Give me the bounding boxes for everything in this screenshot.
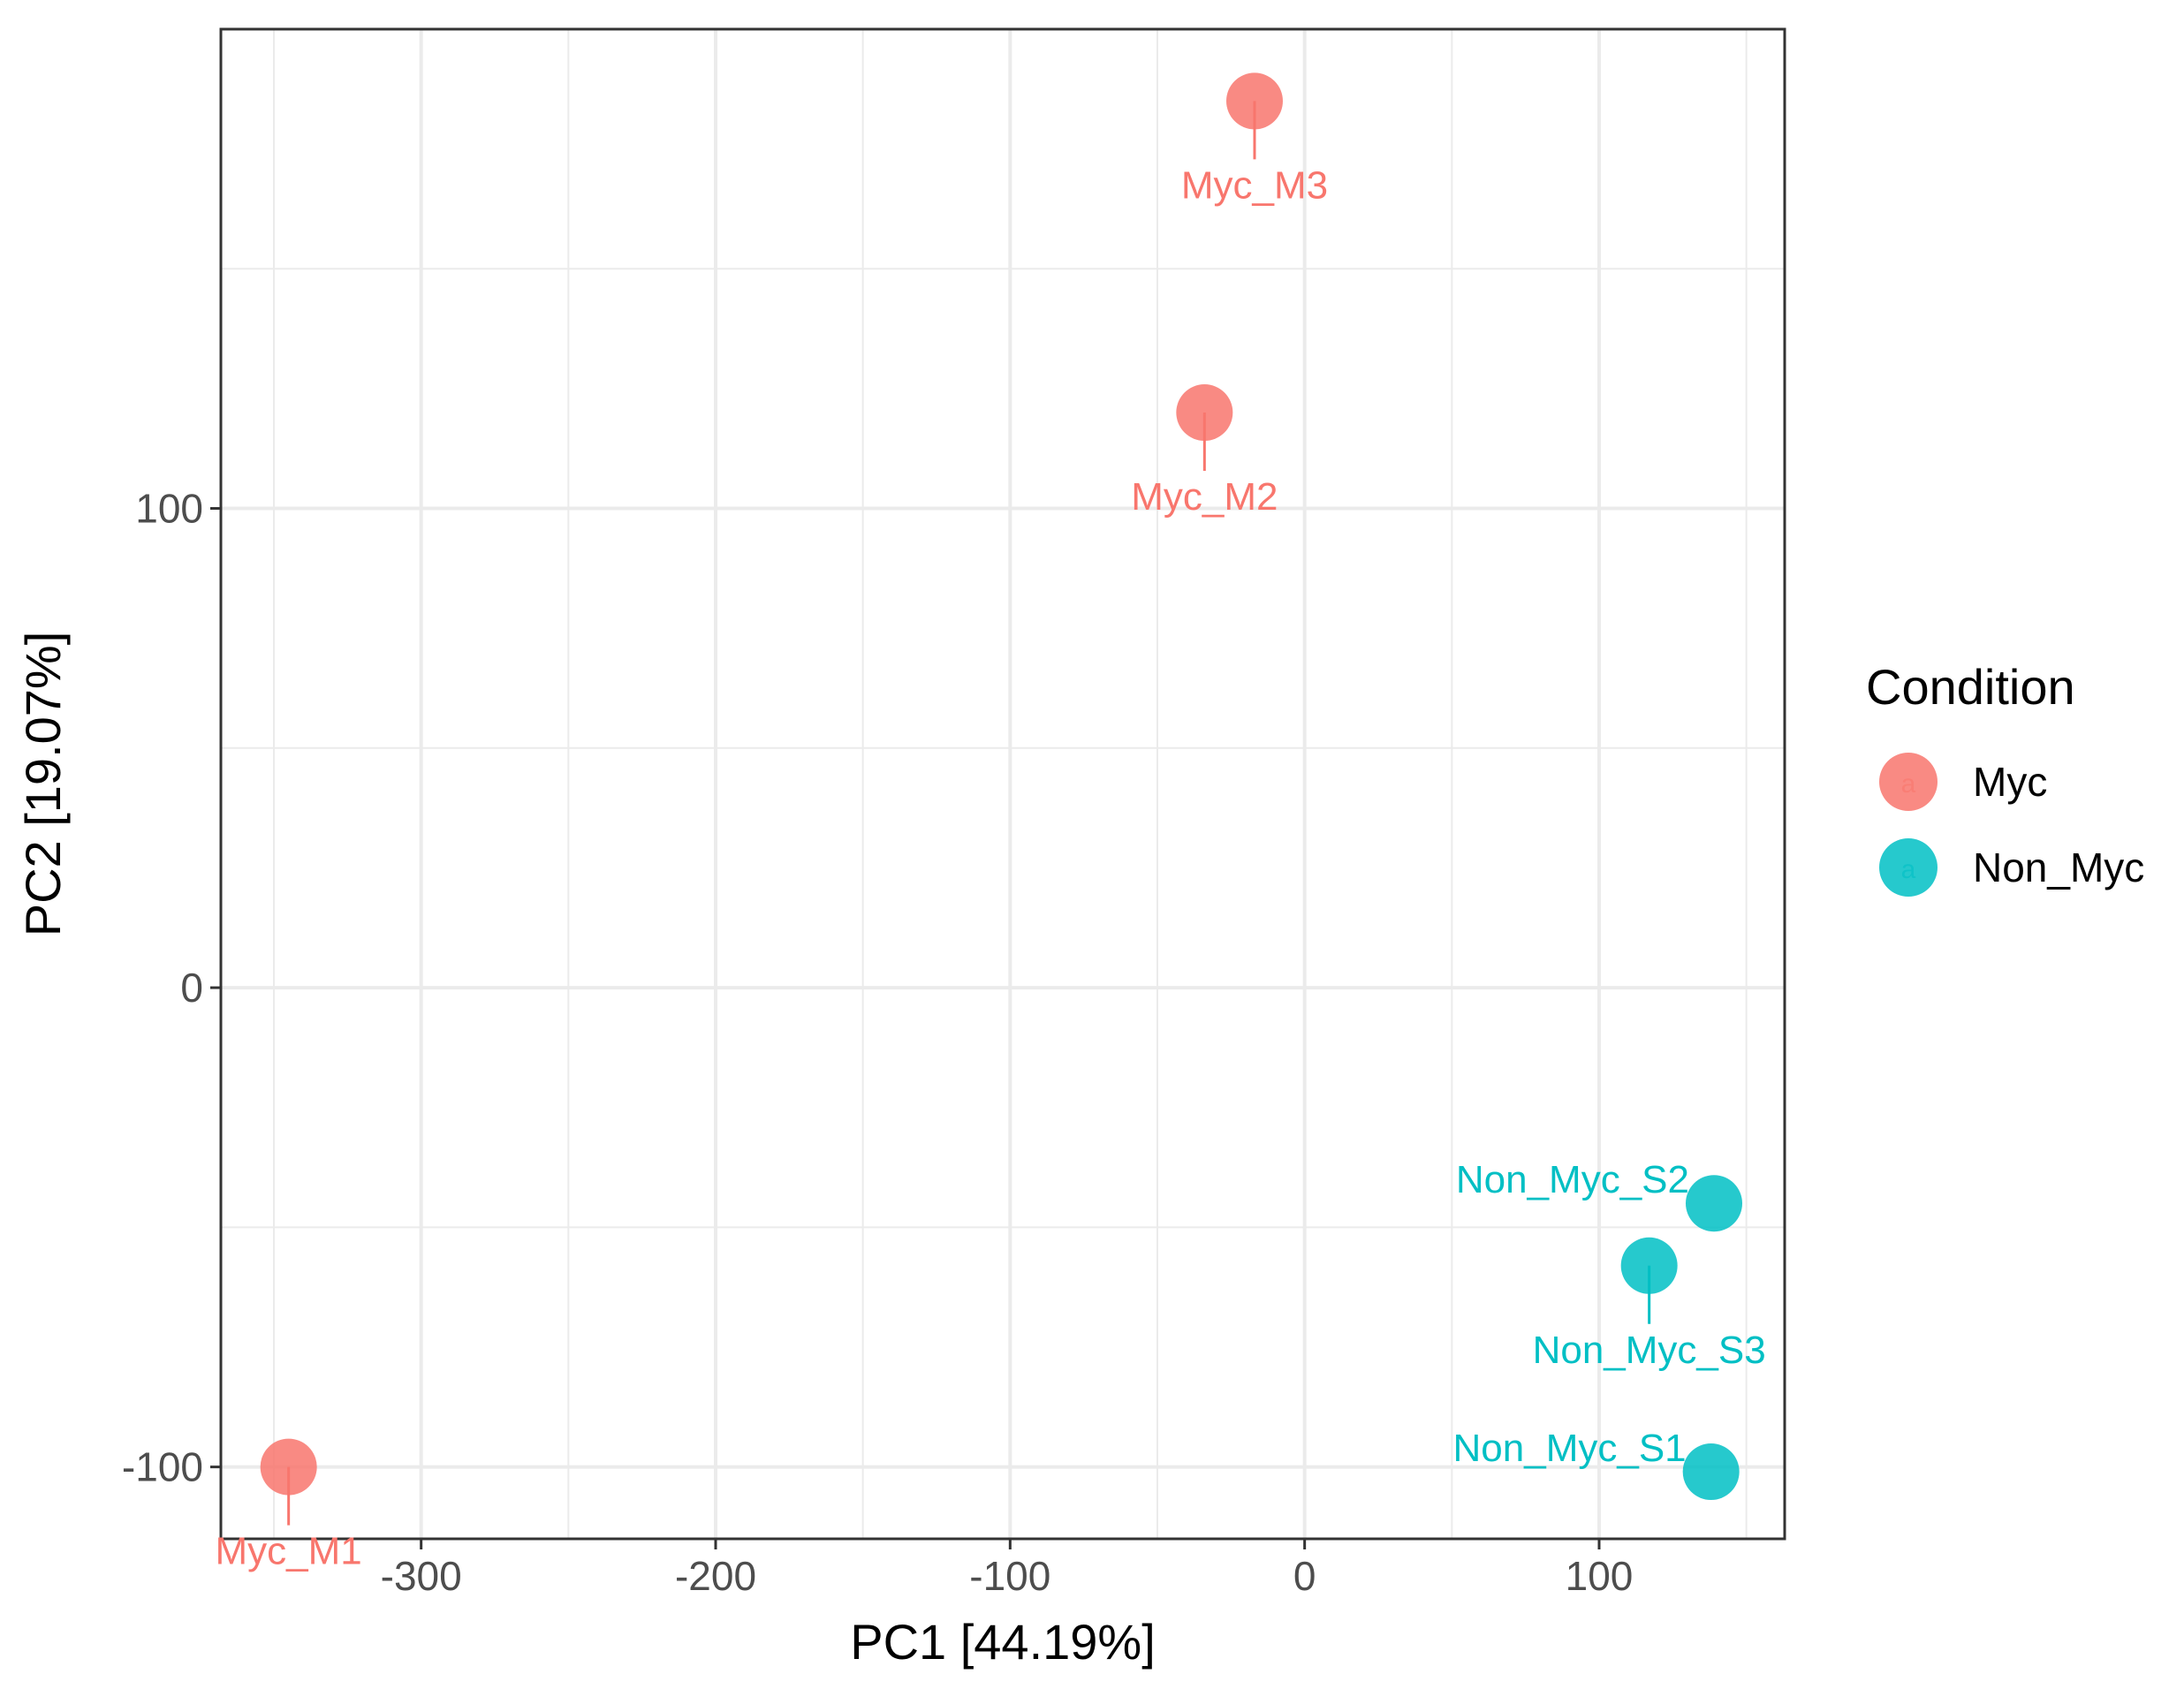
data-point-label: Myc_M1 (216, 1530, 362, 1573)
x-tick-label: -300 (381, 1553, 462, 1599)
x-axis-tick-labels: -300 -200 -100 0 100 (381, 1553, 1634, 1599)
legend-items: a Myc a Non_Myc (1879, 753, 2144, 897)
x-tick-label: 100 (1566, 1553, 1634, 1599)
legend-title: Condition (1866, 659, 2075, 715)
legend-key-glyph: a (1901, 769, 1916, 799)
minor-gridlines (221, 29, 1785, 1539)
data-point (1682, 1443, 1740, 1501)
y-tick-label: 0 (180, 965, 203, 1011)
x-tick-label: -200 (675, 1553, 756, 1599)
data-point-label: Non_Myc_S3 (1533, 1329, 1766, 1372)
x-tick-label: 0 (1293, 1553, 1316, 1599)
legend-key-glyph: a (1901, 855, 1916, 884)
x-axis-title: PC1 [44.19%] (850, 1614, 1156, 1670)
y-tick-label: -100 (122, 1444, 203, 1490)
data-point-labels: Myc_M1 Myc_M2 Myc_M3 Non_Myc_S1 Non_Myc_S2 No… (216, 101, 1766, 1573)
legend-label: Non_Myc (1973, 844, 2144, 890)
axis-ticks (210, 507, 1601, 1549)
y-axis-title: PC2 [19.07%] (15, 632, 71, 937)
legend-label: Myc (1973, 759, 2047, 805)
data-point (1686, 1175, 1742, 1232)
data-point-label: Non_Myc_S2 (1456, 1158, 1689, 1201)
x-tick-label: -100 (969, 1553, 1050, 1599)
legend: Condition a Myc a Non_Myc (1866, 659, 2144, 897)
major-gridlines (221, 29, 1785, 1539)
y-tick-label: 100 (135, 486, 203, 532)
y-axis-tick-labels: -100 0 100 (122, 486, 203, 1490)
plot-panel-border (219, 27, 1786, 1541)
data-point-label: Myc_M3 (1181, 163, 1328, 207)
data-point-label: Myc_M2 (1131, 475, 1278, 519)
legend-key-marker (1879, 838, 1938, 897)
legend-key-marker (1879, 753, 1938, 811)
data-point-label: Non_Myc_S1 (1453, 1427, 1687, 1470)
